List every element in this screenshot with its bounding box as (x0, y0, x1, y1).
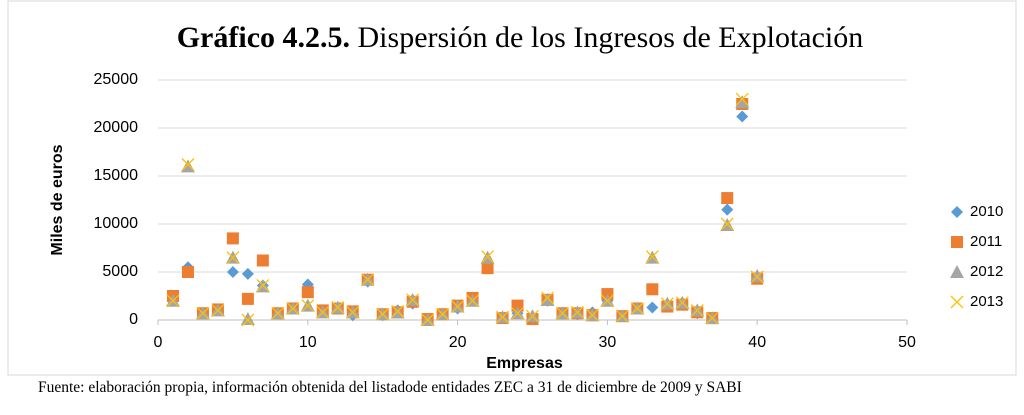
point (436, 307, 450, 321)
point (556, 306, 569, 320)
x-tick-label: 0 (154, 334, 163, 351)
legend-marker (951, 206, 963, 218)
y-tick-label: 0 (129, 311, 138, 328)
point (496, 310, 509, 324)
point (421, 313, 435, 327)
point (481, 250, 495, 264)
point (511, 299, 524, 312)
point (180, 159, 195, 173)
point (511, 306, 524, 320)
point (316, 305, 330, 319)
point (301, 299, 315, 313)
point (181, 158, 195, 171)
point (241, 292, 254, 305)
title-label: Gráfico 4.2.5. (176, 21, 351, 54)
point (166, 294, 180, 308)
point (541, 291, 554, 305)
point (181, 266, 194, 278)
point (705, 311, 719, 325)
point (391, 304, 405, 318)
point (301, 286, 314, 299)
point (466, 294, 480, 308)
point (615, 309, 629, 323)
point (376, 307, 390, 321)
y-tick-label: 20000 (94, 119, 139, 136)
point (721, 192, 734, 205)
point (286, 302, 300, 315)
point (646, 283, 659, 296)
point (720, 217, 734, 231)
point (646, 301, 659, 314)
x-tick-label: 20 (449, 334, 467, 351)
point (675, 296, 689, 310)
point (226, 232, 239, 245)
source-note: Fuente: elaboración propia, información … (38, 379, 742, 396)
title-text: Dispersión de los Ingresos de Explotació… (357, 21, 864, 54)
y-axis-label: Miles de euros (49, 144, 66, 255)
point (271, 306, 285, 320)
point (526, 309, 539, 323)
chart-title: Gráfico 4.2.5. Dispersión de los Ingreso… (160, 22, 880, 54)
y-tick-label: 10000 (94, 215, 139, 232)
x-tick-label: 40 (748, 334, 766, 351)
legend-label: 2010 (970, 203, 1003, 220)
point (630, 302, 644, 315)
point (226, 266, 239, 278)
point (241, 267, 254, 280)
point (240, 312, 255, 326)
point (406, 293, 420, 307)
chart-frame (7, 0, 1017, 376)
legend-label: 2012 (970, 263, 1003, 280)
point (736, 110, 749, 123)
point (735, 92, 749, 106)
point (196, 306, 210, 320)
point (256, 278, 270, 292)
point (211, 303, 225, 317)
legend-marker (950, 265, 964, 278)
point (690, 303, 704, 317)
point (645, 250, 659, 264)
point (481, 262, 494, 275)
point (241, 313, 255, 327)
point (346, 305, 360, 319)
point (660, 297, 674, 311)
point (750, 270, 764, 284)
point (540, 292, 555, 306)
point (585, 308, 599, 322)
y-tick-label: 25000 (94, 71, 139, 88)
point (361, 273, 375, 287)
point (721, 203, 734, 216)
point (256, 254, 269, 267)
y-tick-label: 15000 (94, 167, 139, 184)
x-tick-label: 10 (299, 334, 317, 351)
legend-label: 2011 (970, 233, 1002, 250)
point (451, 300, 465, 314)
point (600, 294, 614, 308)
legend-marker (950, 295, 964, 309)
point (570, 305, 584, 319)
point (226, 251, 240, 265)
legend-label: 2013 (970, 293, 1003, 310)
legend-marker (951, 236, 963, 248)
x-axis-label: Empresas (486, 355, 563, 372)
x-tick-label: 30 (599, 334, 617, 351)
point (331, 301, 345, 314)
point (750, 268, 765, 282)
point (735, 95, 750, 109)
y-tick-label: 5000 (102, 263, 138, 280)
x-tick-label: 50 (898, 334, 916, 351)
